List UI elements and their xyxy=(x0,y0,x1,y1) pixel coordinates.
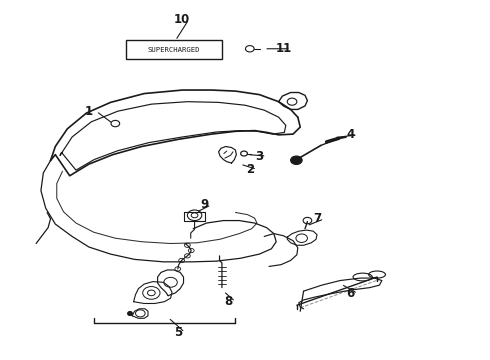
Text: 10: 10 xyxy=(173,13,190,26)
Text: SUPERCHARGED: SUPERCHARGED xyxy=(148,47,200,53)
Text: 3: 3 xyxy=(255,149,264,162)
Text: 11: 11 xyxy=(275,42,292,55)
Text: 7: 7 xyxy=(313,212,321,225)
Circle shape xyxy=(291,156,302,165)
Text: 8: 8 xyxy=(224,295,232,308)
Text: 5: 5 xyxy=(173,326,182,339)
Text: 6: 6 xyxy=(346,287,355,300)
FancyBboxPatch shape xyxy=(126,40,222,59)
Text: 4: 4 xyxy=(346,129,355,141)
Text: 1: 1 xyxy=(85,105,93,118)
Text: 2: 2 xyxy=(246,163,254,176)
Text: 9: 9 xyxy=(200,198,208,211)
